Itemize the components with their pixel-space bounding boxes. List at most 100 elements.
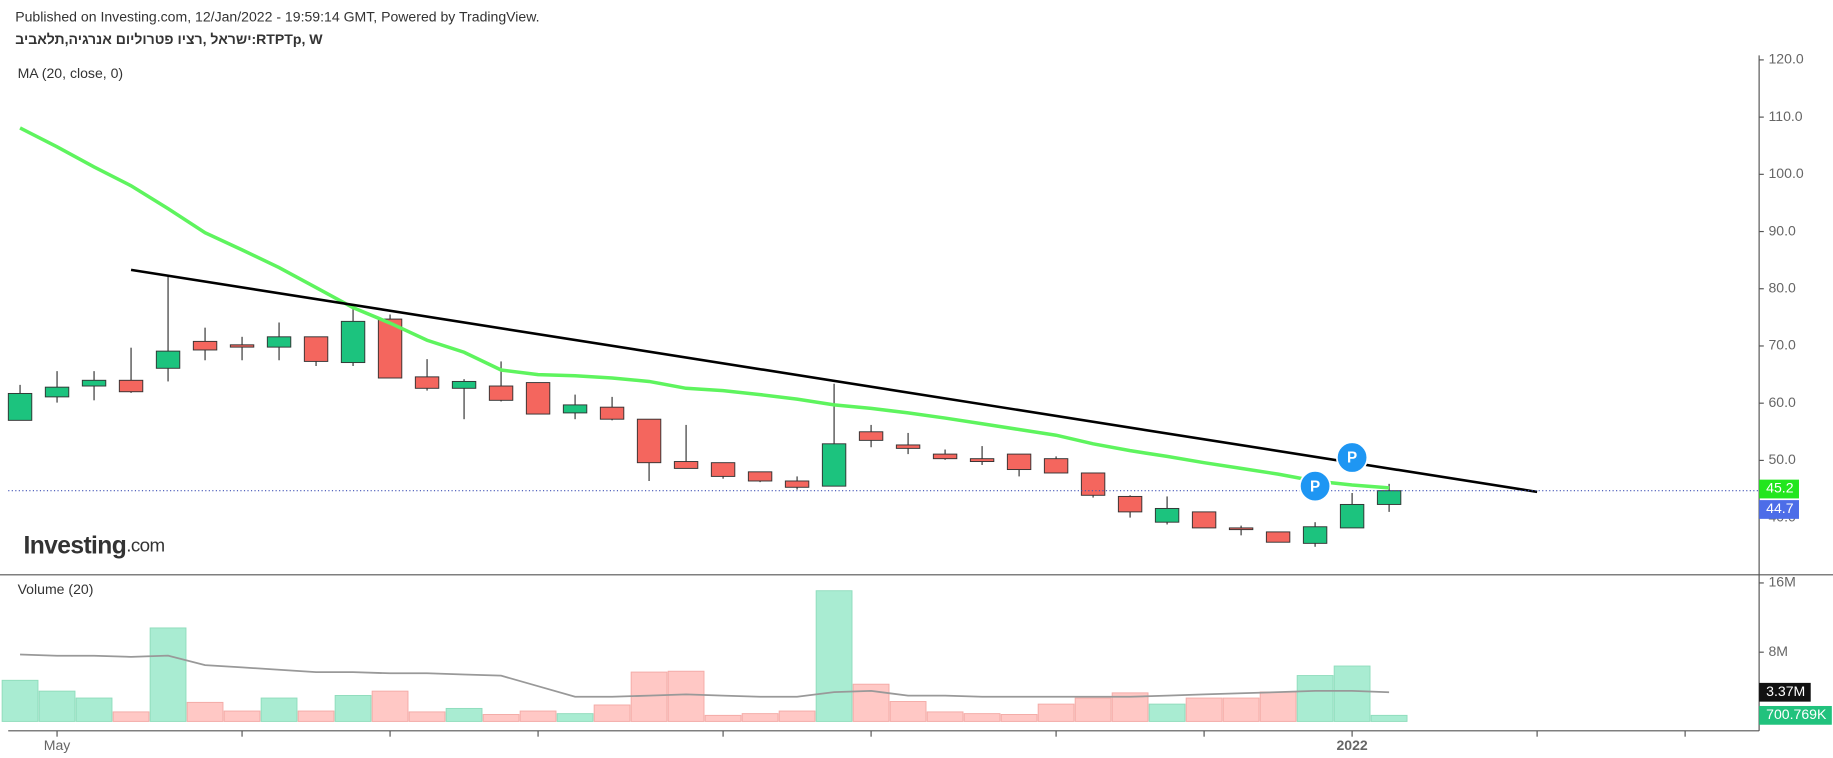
candle-body	[377, 318, 403, 379]
volume-bar	[1037, 703, 1075, 722]
candle-body	[44, 386, 70, 398]
candle-body	[784, 480, 810, 488]
x-tick-label: May	[44, 737, 71, 753]
candle-body	[525, 382, 551, 415]
volume-tick-label: 8M	[1768, 643, 1788, 659]
volume-tick-label: 16M	[1768, 574, 1795, 590]
candle-body	[821, 443, 847, 487]
volume-badge	[1759, 705, 1832, 725]
volume-bar	[445, 707, 483, 722]
candle-body	[1080, 472, 1106, 496]
candle-body	[895, 444, 921, 449]
candle-body	[1302, 526, 1328, 544]
candle-body	[747, 471, 773, 482]
candle-body	[1191, 511, 1217, 529]
volume-ma-badge-label: 3.37M	[1766, 683, 1805, 699]
candle-body	[155, 350, 181, 369]
candle-body	[81, 379, 107, 387]
candle-body	[1154, 507, 1180, 523]
volume-bar	[1259, 691, 1297, 722]
candle-body	[932, 453, 958, 460]
candle-body	[1265, 531, 1291, 543]
volume-bar	[482, 714, 520, 722]
volume-bar	[1333, 665, 1371, 722]
candle-body	[266, 336, 292, 348]
y-tick-label: 110.0	[1768, 108, 1802, 124]
y-tick-label: 80.0	[1768, 279, 1796, 295]
candle-body	[1339, 503, 1365, 529]
volume-bar	[112, 711, 150, 722]
ma-badge-label: 45.2	[1766, 480, 1794, 496]
symbol-title: ישראל ,רציו פטרוליום אנרגיה,תלאביב:RTPTp…	[15, 31, 323, 47]
pivot-marker-label: P	[1310, 478, 1320, 495]
candle-body	[303, 336, 329, 362]
volume-ma-line	[20, 653, 1390, 698]
candle-body	[969, 458, 995, 463]
y-tick-label: 90.0	[1768, 222, 1796, 238]
volume-bar	[704, 714, 742, 722]
volume-bar	[963, 713, 1001, 722]
volume-bar	[1074, 697, 1112, 722]
trend-line	[130, 268, 1538, 494]
volume-bar	[741, 713, 779, 722]
candle-body	[118, 379, 144, 393]
volume-bar	[1, 679, 39, 722]
candle-body	[1376, 490, 1402, 505]
volume-bar	[815, 590, 853, 722]
candle-body	[229, 344, 255, 348]
y-tick-label: 120.0	[1768, 51, 1803, 67]
volume-bar	[1148, 703, 1186, 722]
price-badge	[1759, 500, 1799, 519]
published-note: Published on Investing.com, 12/Jan/2022 …	[15, 9, 539, 25]
volume-bar	[260, 697, 298, 722]
volume-bar	[852, 683, 890, 722]
volume-bar	[75, 697, 113, 722]
plot: 40.050.060.070.080.090.0100.0110.0120.08…	[1, 51, 1832, 753]
volume-bar	[408, 711, 446, 722]
volume-bar	[593, 704, 631, 722]
volume-bar	[38, 690, 76, 722]
volume-bar	[334, 694, 372, 722]
volume-bar	[519, 710, 557, 722]
volume-bar	[149, 627, 187, 722]
candle-body	[1006, 453, 1032, 471]
candle-body	[1043, 458, 1069, 474]
volume-bar	[556, 713, 594, 722]
volume-ma-badge	[1759, 682, 1811, 702]
pivot-marker	[1298, 470, 1332, 503]
x-tick-label: 2022	[1336, 737, 1367, 753]
volume-bar	[667, 670, 705, 722]
candle-body	[562, 404, 588, 414]
pivot-marker	[1335, 441, 1369, 474]
ma-legend: MA (20, close, 0)	[18, 65, 124, 81]
y-tick-label: 60.0	[1768, 394, 1796, 410]
volume-bar	[371, 690, 409, 722]
volume-bar	[889, 701, 927, 722]
candle-body	[710, 462, 736, 477]
candle-body	[192, 340, 218, 351]
volume-bar	[223, 710, 261, 722]
volume-badge-label: 700.769K	[1766, 706, 1827, 722]
candle-body	[7, 392, 33, 421]
logo: Investing.com	[23, 532, 164, 559]
volume-bar	[186, 701, 224, 722]
volume-bar	[1185, 697, 1223, 722]
candle-body	[1228, 527, 1254, 531]
volume-bar	[297, 710, 335, 722]
volume-bar	[1296, 675, 1334, 722]
volume-bar	[1000, 714, 1038, 722]
candle-body	[1117, 495, 1143, 513]
logo-brand: Investing	[23, 532, 126, 559]
y-tick-label: 70.0	[1768, 337, 1796, 353]
candle-body	[599, 406, 625, 420]
candle-body	[858, 431, 884, 441]
candle-body	[636, 418, 662, 464]
candle-body	[451, 380, 477, 389]
volume-bar	[778, 710, 816, 722]
volume-legend: Volume (20)	[18, 581, 94, 597]
volume-bar	[1222, 697, 1260, 722]
candle-body	[340, 320, 366, 364]
